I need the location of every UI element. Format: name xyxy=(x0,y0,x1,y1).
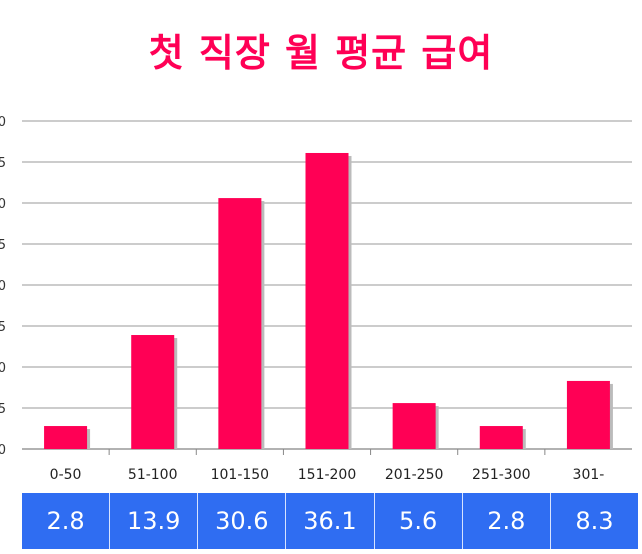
bar xyxy=(479,426,523,449)
x-tick-label: 301- xyxy=(573,467,605,483)
y-tick-label: 5 xyxy=(0,320,6,335)
x-axis-ticks: 0-50 51-100 101-150 151-200 201-250 251-300 30… xyxy=(50,449,605,483)
x-tick-label: 251-300 xyxy=(472,467,531,483)
value-table: 2.8 13.9 30.6 36.1 5.6 2.8 8.3 xyxy=(22,493,638,549)
bar xyxy=(44,426,88,449)
value-cell: 13.9 xyxy=(110,493,199,549)
x-tick-label: 101-150 xyxy=(211,467,270,483)
value-cell: 2.8 xyxy=(463,493,551,549)
bar xyxy=(305,152,349,450)
x-tick-label: 51-100 xyxy=(128,467,178,483)
bar xyxy=(131,335,175,449)
bar xyxy=(392,403,436,449)
value-cell: 30.6 xyxy=(198,493,287,549)
y-tick-label: 5 xyxy=(0,402,6,417)
y-tick-label: 0 xyxy=(0,361,6,376)
bar xyxy=(566,380,610,449)
bars xyxy=(44,152,613,450)
y-tick-label: 0 xyxy=(0,115,6,130)
bar xyxy=(218,198,262,449)
y-tick-label: 5 xyxy=(0,156,6,171)
x-tick-label: 201-250 xyxy=(385,467,444,483)
y-tick-label: 0 xyxy=(0,279,6,294)
x-tick-label: 0-50 xyxy=(50,467,82,483)
value-cell: 5.6 xyxy=(375,493,463,549)
bar-chart: 0 5 0 5 0 5 0 5 0 0-50 51-100 101-150 151-200 201-25… xyxy=(0,115,632,483)
y-tick-label: 0 xyxy=(0,443,6,458)
value-cell: 36.1 xyxy=(286,493,375,549)
value-cell: 8.3 xyxy=(575,507,614,535)
y-tick-label: 0 xyxy=(0,197,6,212)
value-cell: 2.8 xyxy=(22,493,111,549)
x-tick-label: 151-200 xyxy=(298,467,357,483)
y-tick-label: 5 xyxy=(0,238,6,253)
y-axis-ticks: 0 5 0 5 0 5 0 5 0 xyxy=(0,115,6,458)
chart-title: 첫 직장 월 평균 급여 xyxy=(148,31,494,75)
